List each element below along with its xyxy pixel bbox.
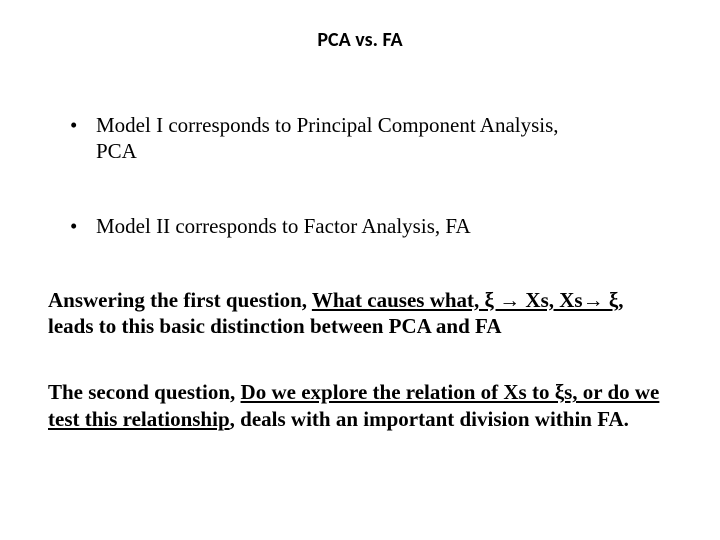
slide: PCA vs. FA • Model I corresponds to Prin… <box>0 0 720 540</box>
bullet-line-a: Model I corresponds to Principal Compone… <box>96 113 559 137</box>
paragraph-1: Answering the first question, What cause… <box>48 287 672 340</box>
para2-lead: The second question, <box>48 380 241 404</box>
slide-body: • Model I corresponds to Principal Compo… <box>48 112 672 432</box>
bullet-text: Model I corresponds to Principal Compone… <box>96 112 672 165</box>
bullet-item: • Model II corresponds to Factor Analysi… <box>48 213 672 239</box>
bullet-text: Model II corresponds to Factor Analysis,… <box>96 213 672 239</box>
para2-tail: , deals with an important division withi… <box>230 407 629 431</box>
slide-title: PCA vs. FA <box>48 28 672 52</box>
bullet-line-b: PCA <box>96 139 137 163</box>
bullet-line-a: Model II corresponds to Factor Analysis,… <box>96 214 471 238</box>
para1-underline: What causes what, ξ → Xs, Xs→ ξ <box>312 288 618 312</box>
bullet-dot-icon: • <box>70 112 96 165</box>
para1-lead: Answering the first question, <box>48 288 312 312</box>
bullet-item: • Model I corresponds to Principal Compo… <box>48 112 672 165</box>
paragraph-2: The second question, Do we explore the r… <box>48 379 672 432</box>
bullet-dot-icon: • <box>70 213 96 239</box>
